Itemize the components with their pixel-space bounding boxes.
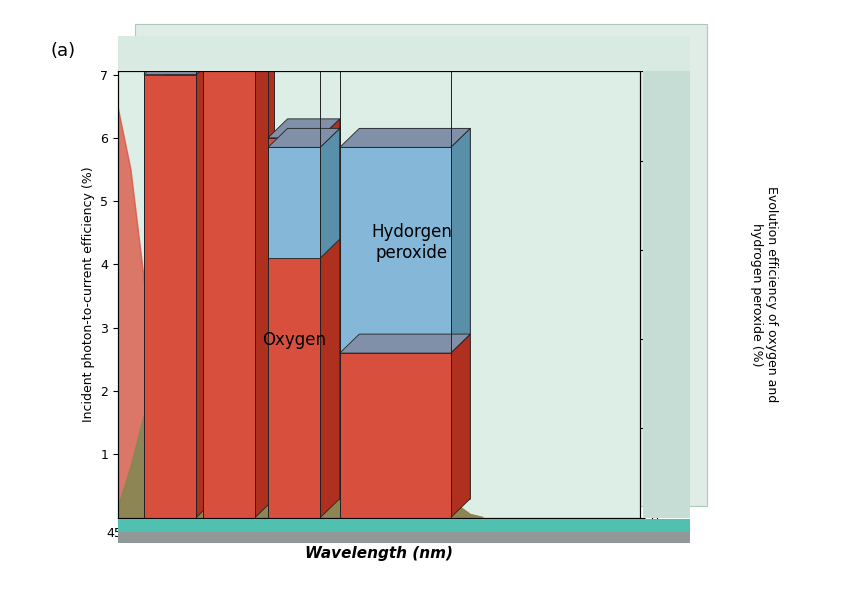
Text: Hydorgen
peroxide: Hydorgen peroxide [371,223,452,262]
Polygon shape [222,46,274,499]
Bar [340,148,450,353]
Polygon shape [360,129,470,334]
Bar [268,138,320,518]
Bar [203,65,255,518]
Polygon shape [268,119,340,138]
Y-axis label: Evolution efficiency of oxygen and
hydrogen peroxide (%): Evolution efficiency of oxygen and hydro… [750,186,778,403]
Polygon shape [268,129,340,148]
Text: Oxygen: Oxygen [262,331,326,349]
Polygon shape [340,129,470,148]
Polygon shape [196,55,216,518]
Polygon shape [450,334,470,518]
Polygon shape [203,46,274,65]
Polygon shape [320,129,340,258]
Polygon shape [118,388,483,518]
Bar [340,353,450,518]
Polygon shape [144,55,216,74]
Bar [268,148,320,258]
Polygon shape [163,55,216,499]
Polygon shape [360,334,470,499]
Polygon shape [320,119,340,518]
Bar [144,74,196,518]
Text: (a): (a) [51,42,76,60]
Polygon shape [288,129,340,239]
Polygon shape [255,46,274,518]
X-axis label: Wavelength (nm): Wavelength (nm) [305,546,453,561]
Polygon shape [450,129,470,353]
Polygon shape [118,107,483,518]
Polygon shape [288,119,340,499]
Polygon shape [340,334,470,353]
Y-axis label: Incident photon-to-current efficiency (%): Incident photon-to-current efficiency (%… [82,167,94,422]
